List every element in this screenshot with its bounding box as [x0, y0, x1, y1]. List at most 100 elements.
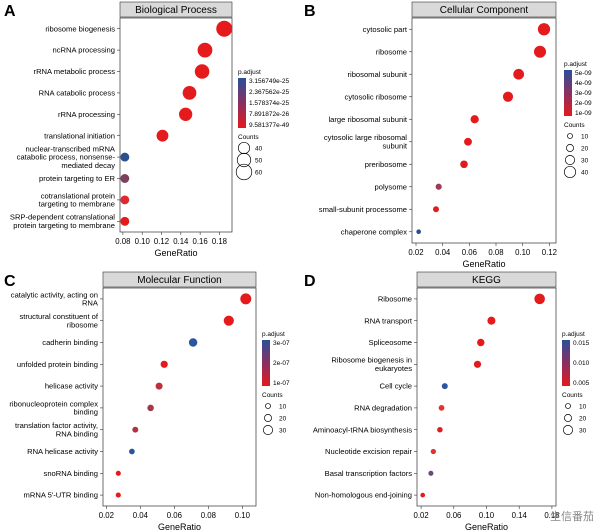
data-point	[435, 183, 442, 190]
category-label: Cell cycle	[380, 382, 413, 391]
panel-letter: B	[304, 3, 316, 20]
data-point	[182, 86, 197, 100]
category-label: Non-homologous end-joining	[315, 491, 412, 500]
category-label: preribosome	[365, 160, 407, 169]
size-legend-circle	[264, 414, 272, 422]
category-label: large ribosomal subunit	[328, 115, 407, 124]
category-label: catalytic activity, acting on	[11, 290, 98, 299]
color-legend-label: 2e-09	[575, 100, 592, 107]
size-legend-label: 40	[581, 169, 589, 176]
panel-d: D KEGG Ribosome RNA transport Spliceosome Rib…	[304, 271, 590, 530]
panel-title: Molecular Function	[137, 275, 221, 286]
category-label: cytosolic ribosome	[345, 92, 407, 101]
plot-area	[416, 287, 557, 507]
category-label: mRNA 5'-UTR binding	[24, 491, 98, 500]
data-point	[477, 338, 485, 347]
category-label: Basal transcription factors	[325, 469, 413, 478]
data-point	[430, 448, 437, 455]
title-strip	[411, 1, 557, 18]
color-legend-label: 5e-09	[575, 70, 592, 77]
x-tick-label: 0.04	[435, 248, 451, 257]
color-legend-title: p.adjust	[238, 69, 261, 76]
data-point	[533, 45, 547, 58]
category-label: chaperone complex	[341, 227, 407, 236]
data-point	[420, 492, 426, 498]
size-legend-circle	[237, 141, 251, 155]
color-legend-label: 9.581377e-49	[249, 122, 290, 129]
category-label: ribosome biogenesis	[45, 24, 115, 33]
data-point	[502, 91, 514, 102]
size-legend-label: 20	[279, 415, 287, 422]
x-tick-label: 0.12	[542, 248, 557, 257]
size-legend-label: 30	[579, 427, 587, 434]
color-legend-title: p.adjust	[262, 331, 285, 338]
data-point	[487, 316, 496, 325]
category-label: small-subunit processome	[319, 205, 407, 214]
category-label: cadherin binding	[42, 338, 98, 347]
panel-title: Biological Process	[135, 5, 217, 16]
category-label: unfolded protein binding	[17, 360, 98, 369]
category-label: targeting to membrane	[39, 200, 115, 209]
size-legend-title: Counts	[562, 392, 583, 399]
x-tick-label: 0.04	[133, 511, 149, 520]
category-label: Ribosome biogenesis in	[331, 356, 412, 365]
data-point	[437, 426, 443, 433]
panel-a: A Biological Process ribosome biogenesis nc…	[4, 1, 290, 258]
data-point	[120, 216, 130, 226]
color-legend-label: 1.578374e-25	[249, 100, 290, 107]
x-tick-label: 0.10	[135, 237, 151, 246]
data-point	[470, 115, 479, 124]
size-legend-label: 40	[255, 145, 263, 152]
data-point	[428, 470, 434, 476]
color-bar	[262, 340, 270, 386]
category-label: cytosolic part	[363, 25, 408, 34]
x-tick-label: 0.02	[99, 511, 114, 520]
color-legend-label: 2.367562e-25	[249, 89, 290, 96]
size-legend-title: Counts	[564, 122, 585, 129]
category-label: RNA helicase activity	[27, 447, 98, 456]
size-legend-label: 20	[581, 145, 589, 152]
size-legend-label: 30	[279, 427, 287, 434]
category-label: RNA degradation	[354, 404, 412, 413]
plot-area	[119, 17, 233, 233]
data-point	[513, 68, 525, 80]
color-legend-label: 4e-09	[575, 80, 592, 87]
category-label: mediated decay	[61, 161, 115, 170]
color-legend-title: p.adjust	[562, 331, 585, 338]
watermark: 生信番茄	[550, 511, 594, 523]
color-legend-label: 3.156749e-25	[249, 78, 290, 85]
color-legend-title: p.adjust	[564, 61, 587, 68]
x-tick-label: 0.06	[462, 248, 477, 257]
data-point	[473, 360, 482, 368]
data-point	[147, 404, 154, 412]
panel-letter: D	[304, 273, 316, 290]
data-point	[132, 426, 139, 433]
size-legend-label: 10	[579, 403, 587, 410]
category-label: RNA binding	[56, 430, 98, 439]
color-bar	[562, 340, 570, 386]
size-legend-circle	[235, 163, 253, 181]
data-point	[438, 405, 445, 411]
panel-letter: C	[4, 273, 16, 290]
category-label: Nucleotide excision repair	[325, 447, 412, 456]
x-tick-label: 0.10	[235, 511, 251, 520]
data-point	[155, 382, 163, 390]
data-point	[416, 229, 422, 235]
size-legend-circle	[567, 133, 573, 139]
data-point	[537, 23, 551, 36]
color-legend-label: 7.891872e-26	[249, 111, 290, 118]
panel-c: C Molecular Function catalytic activity, a…	[4, 271, 290, 530]
data-point	[179, 107, 193, 121]
x-tick-label: 0.08	[488, 248, 503, 257]
category-label: RNA	[82, 299, 99, 308]
x-tick-label: 0.18	[212, 237, 227, 246]
panel-b: B Cellular Component cytosolic part ribosom…	[304, 1, 592, 269]
size-legend-title: Counts	[238, 134, 259, 141]
plot-area	[411, 17, 557, 244]
size-legend-circle	[563, 425, 574, 436]
color-legend-label: 3e-09	[575, 90, 592, 97]
x-axis-label: GeneRatio	[158, 522, 201, 530]
x-axis-label: GeneRatio	[465, 522, 508, 530]
panel-title: Cellular Component	[440, 5, 529, 16]
x-tick-label: 0.10	[515, 248, 531, 257]
